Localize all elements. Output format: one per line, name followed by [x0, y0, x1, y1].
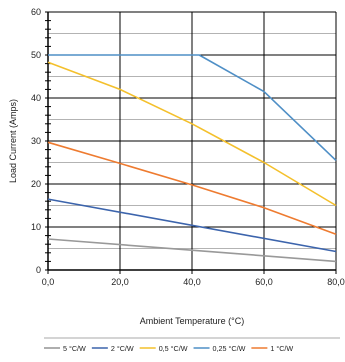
series-lines [47, 54, 337, 263]
y-tick-labels: 0 10 20 30 40 50 60 [31, 7, 41, 275]
x-tick-label: 40,0 [183, 277, 201, 287]
axes [45, 11, 337, 274]
legend-item: 1 °C/W [251, 344, 293, 353]
legend-item: 2 °C/W [91, 344, 134, 353]
grid [48, 11, 337, 270]
x-tick-label: 60,0 [255, 277, 273, 287]
y-tick-label: 30 [31, 136, 41, 146]
series-line [48, 54, 337, 161]
legend: 5 °C/W 2 °C/W 0,5 °C/W 0,25 °C/W 1 °C/W [44, 344, 293, 353]
x-tick-labels: 0,0 20,0 40,0 60,0 80,0 [42, 277, 345, 287]
x-tick-label: 20,0 [111, 277, 129, 287]
legend-item: 0,25 °C/W [193, 344, 246, 353]
legend-label: 2 °C/W [111, 344, 134, 353]
y-tick-label: 40 [31, 93, 41, 103]
x-tick-label: 0,0 [42, 277, 55, 287]
legend-label: 1 °C/W [270, 344, 293, 353]
y-tick-label: 20 [31, 179, 41, 189]
series-line [47, 238, 337, 263]
x-axis-label: Ambient Temperature (°C) [140, 316, 244, 326]
y-tick-label: 50 [31, 50, 41, 60]
legend-label: 5 °C/W [63, 344, 86, 353]
legend-item: 5 °C/W [44, 344, 86, 353]
series-line [47, 198, 337, 253]
y-axis-label: Load Current (Amps) [8, 99, 18, 183]
legend-label: 0,5 °C/W [159, 344, 188, 353]
series-line [47, 61, 337, 207]
y-tick-label: 0 [36, 265, 41, 275]
legend-item: 0,5 °C/W [139, 344, 188, 353]
series-line [47, 141, 337, 236]
y-tick-label: 60 [31, 7, 41, 17]
legend-label: 0,25 °C/W [213, 344, 246, 353]
x-tick-label: 80,0 [327, 277, 345, 287]
y-tick-label: 10 [31, 222, 41, 232]
